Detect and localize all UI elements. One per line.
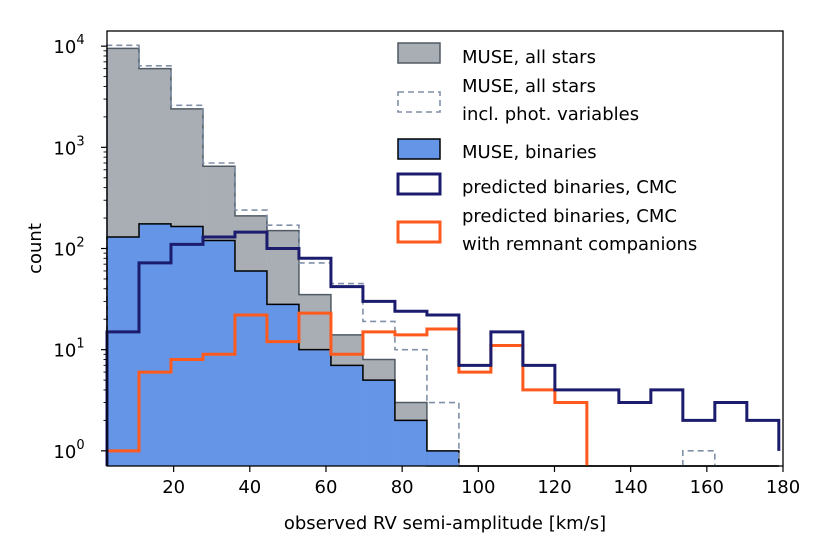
legend-swatch	[397, 91, 441, 113]
histogram-lines	[105, 44, 781, 466]
legend-swatch	[397, 138, 441, 160]
legend-item: MUSE, all stars incl. phot. variables	[397, 76, 639, 125]
legend: MUSE, all stars MUSE, all stars incl. phot…	[396, 42, 697, 255]
y-tick-label: 104	[53, 33, 84, 58]
bar	[234, 270, 267, 466]
x-tick-label: 20	[162, 477, 185, 498]
legend-label: predicted binaries, CMC	[462, 206, 677, 227]
x-axis-label: observed RV semi-amplitude [km/s]	[284, 513, 606, 534]
x-tick-label: 120	[537, 477, 571, 498]
bar	[362, 380, 395, 466]
y-tick-label: 102	[53, 236, 84, 261]
x-tick-label: 80	[391, 477, 414, 498]
bar	[107, 236, 139, 466]
y-axis-label: count	[25, 223, 46, 274]
legend-item: predicted binaries, CMC with remnant comp…	[396, 206, 697, 255]
x-tick-label: 60	[315, 477, 338, 498]
legend-swatch	[397, 42, 441, 64]
legend-label: MUSE, all stars	[462, 76, 596, 97]
legend-item: MUSE, all stars	[397, 42, 596, 68]
legend-label: MUSE, binaries	[462, 142, 597, 163]
legend-label: incl. phot. variables	[462, 104, 639, 125]
x-tick-label: 160	[690, 477, 724, 498]
y-tick-label: 100	[53, 438, 84, 463]
x-axis: 20 40 60 80 100 120 140 160 180	[162, 466, 800, 498]
bar	[330, 365, 363, 466]
series-2	[106, 223, 779, 467]
bar	[170, 226, 203, 466]
y-tick-label: 103	[53, 134, 84, 159]
legend-item: predicted binaries, CMC	[396, 172, 677, 198]
series-1	[106, 44, 716, 466]
x-tick-label: 100	[461, 477, 495, 498]
histogram-bars	[106, 47, 779, 467]
legend-swatch	[396, 172, 442, 196]
bar	[426, 450, 459, 466]
bar	[266, 304, 299, 466]
series-4	[105, 311, 589, 466]
x-tick-label: 180	[766, 477, 800, 498]
legend-label: MUSE, all stars	[462, 47, 596, 68]
legend-swatch	[396, 220, 442, 244]
y-axis: 100 101 102 103 104	[53, 33, 107, 463]
series-line	[105, 311, 589, 466]
legend-label: predicted binaries, CMC	[462, 177, 677, 198]
x-tick-label: 40	[238, 477, 261, 498]
bar	[298, 349, 331, 466]
bar	[138, 223, 171, 466]
legend-item: MUSE, binaries	[397, 138, 597, 163]
series-line	[106, 44, 716, 466]
y-tick-label: 101	[53, 337, 84, 362]
series-line	[105, 230, 781, 466]
x-tick-label: 140	[613, 477, 647, 498]
series-3	[105, 230, 781, 466]
legend-label: with remnant companions	[462, 234, 697, 255]
bar	[394, 420, 427, 466]
